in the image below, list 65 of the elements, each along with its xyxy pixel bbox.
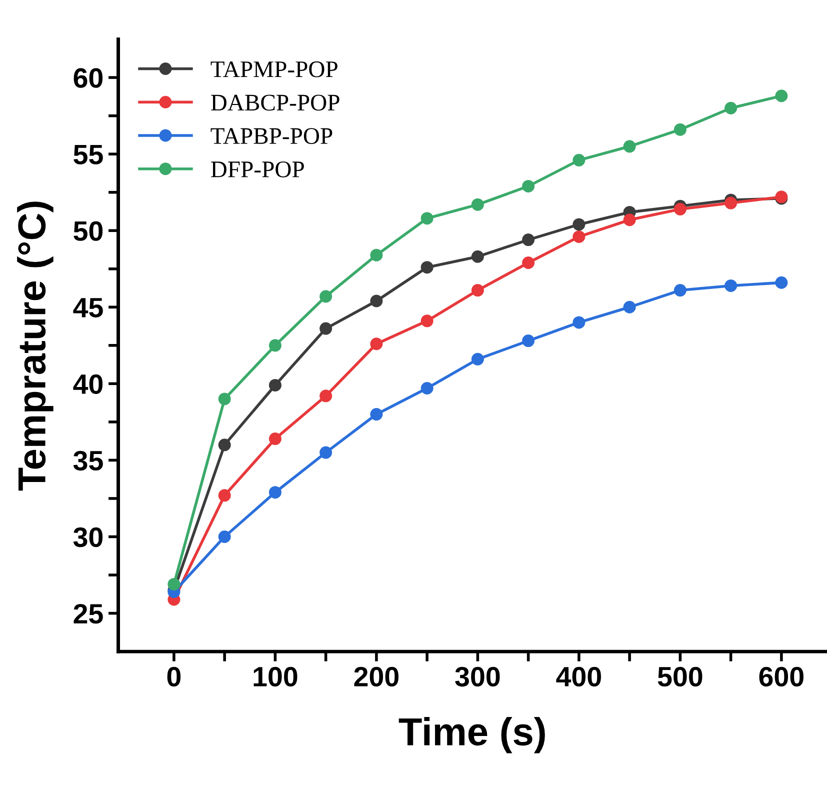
point <box>572 154 586 166</box>
point <box>775 90 788 102</box>
y-tick-label: 35 <box>73 450 103 471</box>
point <box>471 198 484 211</box>
point <box>522 256 535 269</box>
point <box>168 578 180 590</box>
point <box>522 334 535 348</box>
point <box>268 378 282 392</box>
point <box>268 432 282 446</box>
y-tick-label: 50 <box>74 221 103 241</box>
point <box>522 234 535 246</box>
point <box>420 261 434 274</box>
x-tick-label: 100 <box>254 666 298 687</box>
point <box>572 218 586 231</box>
legend-label: DFP-POP <box>211 161 304 178</box>
point <box>370 294 383 308</box>
y-tick-label: 40 <box>73 374 103 394</box>
point <box>218 438 231 452</box>
y-tick-label: 55 <box>74 145 103 164</box>
legend-label: DABCP-POP <box>211 94 340 111</box>
point <box>370 338 383 350</box>
point <box>623 300 636 314</box>
x-axis-title: Time (s) <box>398 717 545 754</box>
point <box>218 392 231 406</box>
point <box>724 102 738 114</box>
point <box>320 390 332 402</box>
point <box>320 446 332 459</box>
point <box>320 290 332 303</box>
point <box>775 276 788 289</box>
point <box>370 248 383 262</box>
point <box>218 489 231 502</box>
y-tick-label: 25 <box>74 604 103 624</box>
point <box>522 180 535 192</box>
point <box>623 214 636 226</box>
y-tick-label: 30 <box>73 527 103 548</box>
point <box>572 316 586 329</box>
point <box>724 196 738 210</box>
point <box>268 339 282 352</box>
point <box>218 530 231 543</box>
x-tick-label: 0 <box>167 666 181 687</box>
x-tick-label: 300 <box>455 666 500 687</box>
point <box>471 250 484 263</box>
point <box>370 408 383 421</box>
point <box>320 322 332 335</box>
point <box>674 284 686 297</box>
legend-label: TAPMP-POP <box>210 61 338 78</box>
y-tick-label: 60 <box>74 68 103 88</box>
point <box>674 123 686 136</box>
point <box>420 382 434 395</box>
point <box>268 486 282 499</box>
point <box>572 230 586 243</box>
point <box>471 352 484 366</box>
point <box>724 279 738 292</box>
x-tick-label: 500 <box>658 666 702 687</box>
x-tick-label: 400 <box>556 666 601 687</box>
point <box>674 202 686 216</box>
legend-label: TAPBP-POP <box>210 128 332 144</box>
point <box>623 140 636 153</box>
point <box>420 314 434 328</box>
y-tick-label: 45 <box>73 298 103 318</box>
y-axis-title: Temprature (°C) <box>17 202 54 491</box>
point <box>471 284 484 297</box>
point <box>420 212 434 225</box>
x-tick-label: 200 <box>354 666 398 687</box>
x-tick-label: 600 <box>759 666 804 687</box>
